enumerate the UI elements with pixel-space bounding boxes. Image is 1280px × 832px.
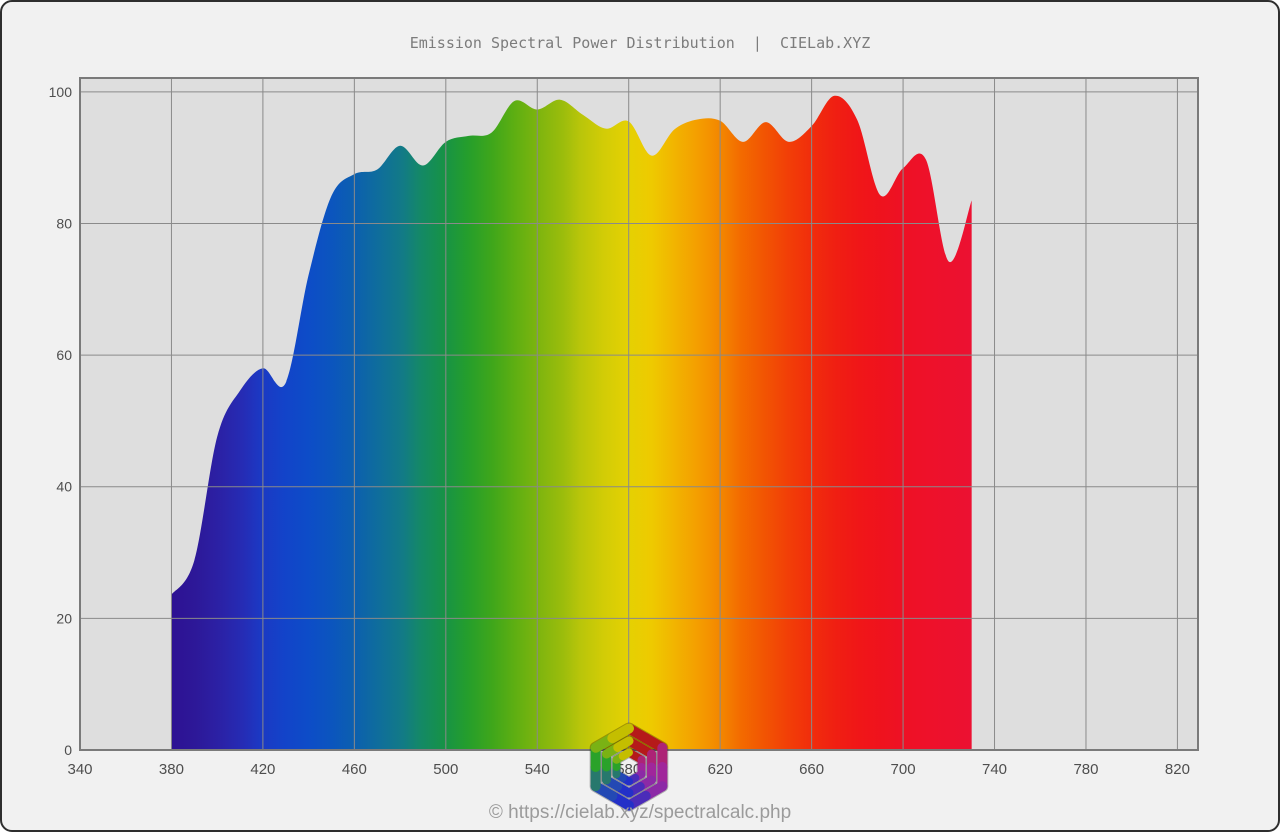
x-axis-tick-label: 780 (1073, 761, 1098, 778)
y-axis-tick-label: 20 (56, 610, 72, 626)
y-axis-tick-label: 0 (64, 742, 72, 758)
x-axis-tick-label: 500 (433, 761, 458, 778)
x-axis-tick-label: 460 (342, 761, 367, 778)
chart-title: Emission Spectral Power Distribution | C… (409, 34, 871, 52)
x-axis-tick-label: 700 (891, 761, 916, 778)
x-axis-tick-label: 420 (250, 761, 275, 778)
spd-area-fill (171, 95, 972, 750)
x-axis-tick-label: 340 (67, 761, 92, 778)
x-axis-tick-label: 620 (708, 761, 733, 778)
x-axis-tick-label: 660 (799, 761, 824, 778)
x-axis-tick-label: 820 (1165, 761, 1190, 778)
x-axis-tick-label: 380 (159, 761, 184, 778)
x-axis-tick-label: 540 (525, 761, 550, 778)
y-axis-tick-label: 40 (56, 479, 72, 495)
copyright-watermark: © https://cielab.xyz/spectralcalc.php (488, 802, 792, 823)
y-axis-tick-label: 60 (56, 347, 72, 363)
y-axis-tick-label: 80 (56, 215, 72, 231)
y-axis-tick-label: 100 (49, 84, 73, 100)
x-axis-tick-label: 580 (616, 761, 641, 778)
x-axis-tick-label: 740 (982, 761, 1007, 778)
